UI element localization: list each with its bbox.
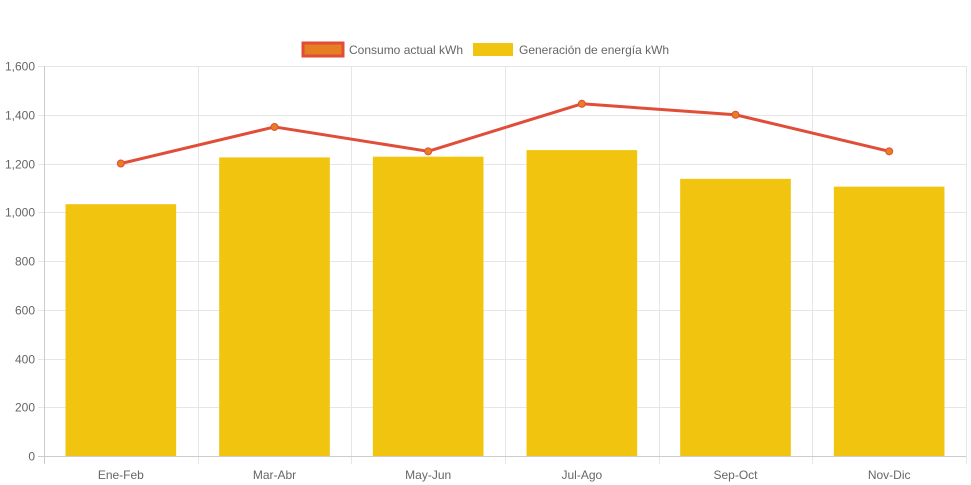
y-tick-label: 200 [15,401,35,415]
bar-jul-ago[interactable] [526,150,638,456]
gridlines [38,66,967,464]
legend-label-consumo: Consumo actual kWh [349,43,463,57]
point-nov-dic[interactable] [885,147,894,156]
bar-mar-abr[interactable] [219,157,330,456]
y-tick-label: 400 [15,353,35,367]
legend-label-generacion: Generación de energía kWh [519,43,669,57]
y-tick-label: 800 [15,255,35,269]
y-tick-label: 1,000 [5,206,35,220]
legend-swatch-generacion [473,43,513,56]
bar-ene-feb[interactable] [65,204,177,456]
legend-item-generacion[interactable]: Generación de energía kWh [473,43,669,57]
bar-nov-dic[interactable] [833,186,945,456]
x-tick-label-may-jun: May-Jun [405,468,451,482]
y-axis: 0 200 400 600 800 1,000 1,200 1,400 1,600 [5,60,45,464]
y-tick-label: 600 [15,304,35,318]
bar-may-jun[interactable] [372,156,484,457]
legend-item-consumo[interactable]: Consumo actual kWh [301,41,463,58]
point-ene-feb[interactable] [116,159,125,168]
x-tick-label-jul-ago: Jul-Ago [561,468,602,482]
point-jul-ago[interactable] [577,99,586,108]
y-tick-label: 0 [28,450,35,464]
legend[interactable]: Consumo actual kWh Generación de energía… [301,41,669,58]
bar-series [65,150,945,457]
x-tick-label-ene-feb: Ene-Feb [98,468,144,482]
x-tick-label-mar-abr: Mar-Abr [253,468,296,482]
bar-sep-oct[interactable] [680,178,791,456]
y-tick-label: 1,400 [5,109,35,123]
legend-swatch-consumo [301,41,345,58]
point-sep-oct[interactable] [731,110,740,119]
y-tick-label: 1,200 [5,158,35,172]
point-may-jun[interactable] [424,147,433,156]
line-series [116,99,894,168]
y-tick-label: 1,600 [5,60,35,74]
x-tick-label-nov-dic: Nov-Dic [868,468,911,482]
consumo-line [120,102,890,165]
x-tick-label-sep-oct: Sep-Oct [713,468,758,482]
x-axis: Ene-Feb Mar-Abr May-Jun Jul-Ago Sep-Oct Nov-D… [38,456,966,482]
point-mar-abr[interactable] [270,122,279,131]
